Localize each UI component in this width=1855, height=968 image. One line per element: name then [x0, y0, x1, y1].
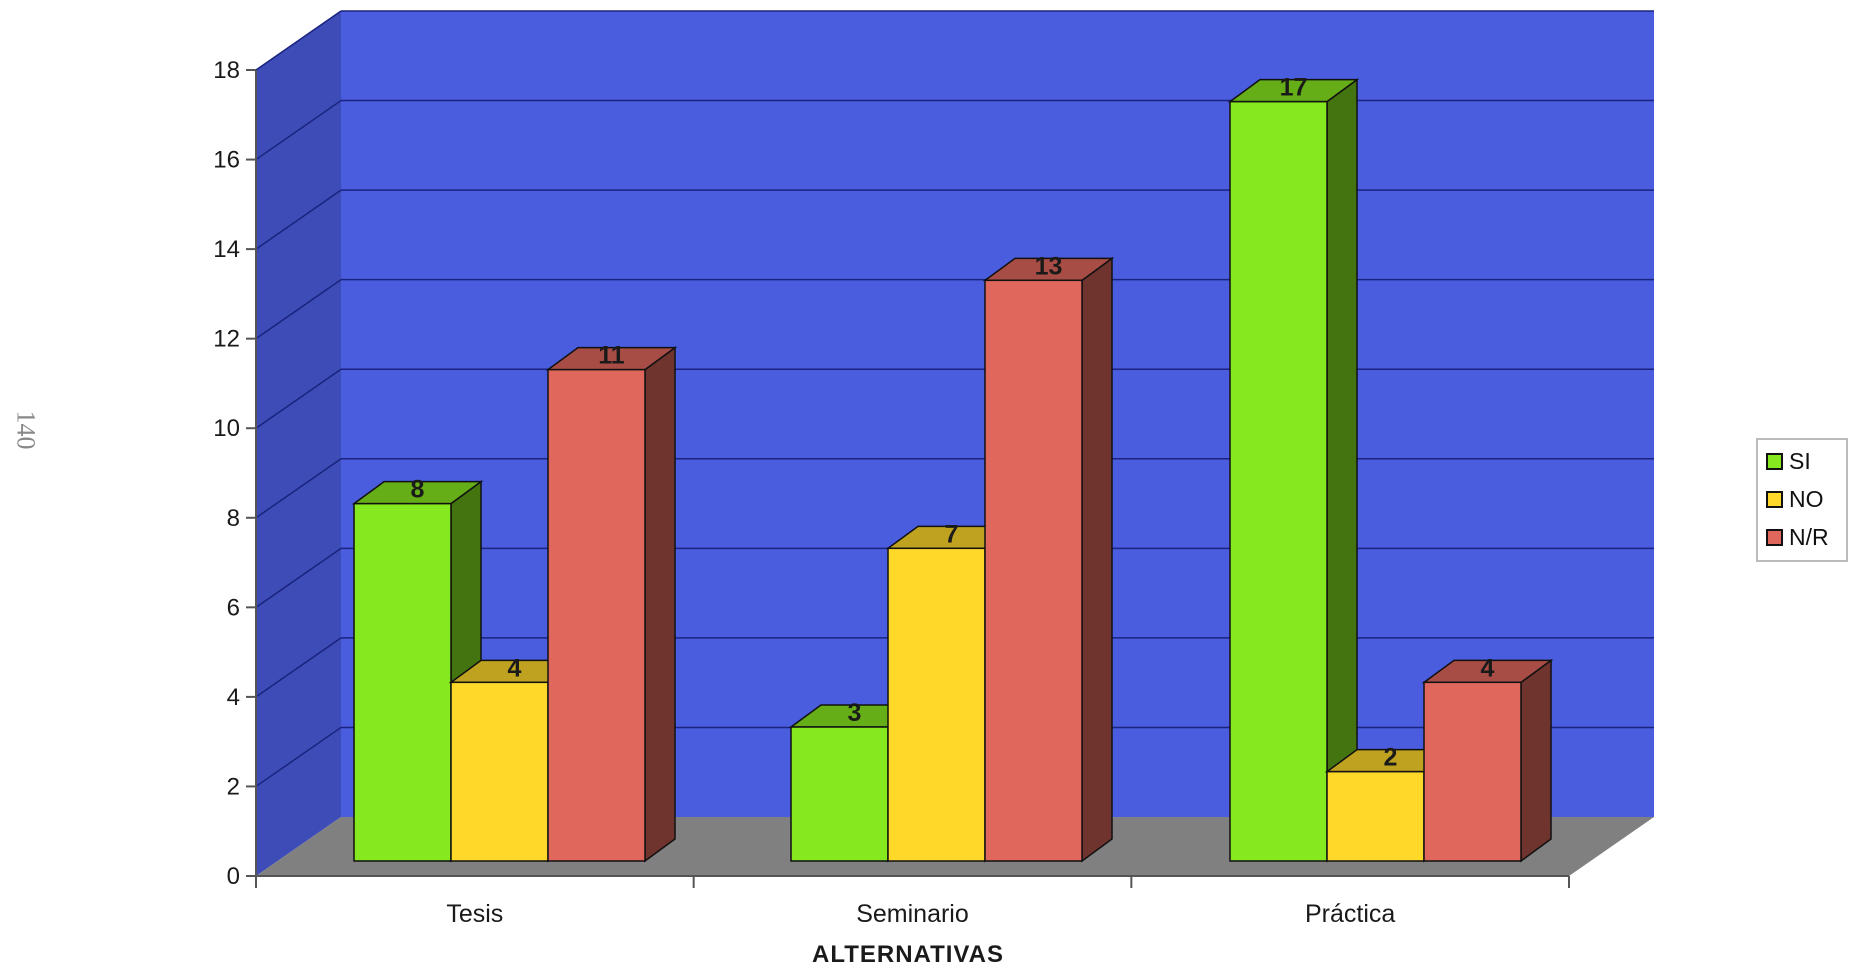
bar-front	[887, 547, 986, 862]
gridline-side	[255, 547, 342, 608]
gridline-side	[255, 279, 342, 340]
legend-swatch-si	[1766, 452, 1783, 470]
x-tick-label: Práctica	[1305, 900, 1395, 928]
bar-front	[790, 726, 889, 862]
y-tick-label: 2	[227, 773, 240, 800]
gridline-side	[255, 99, 342, 161]
x-tick-label: Tesis	[446, 900, 503, 928]
legend-item-no: NO	[1766, 484, 1824, 514]
data-label: 3	[848, 699, 862, 727]
gridline-side	[255, 726, 342, 788]
bar-front	[450, 681, 549, 862]
bar-front	[984, 279, 1083, 862]
x-tick-label: Seminario	[856, 900, 969, 928]
x-axis-title: ALTERNATIVAS	[812, 941, 1004, 968]
legend-label-si: SI	[1789, 447, 1811, 474]
bar-si-2	[1227, 78, 1360, 863]
bar-front	[1423, 681, 1522, 862]
y-tick-label: 4	[227, 684, 240, 711]
y-tick-label: 16	[213, 147, 240, 174]
bar-front	[353, 502, 452, 862]
side-wall	[256, 11, 341, 876]
legend-item-nr: N/R	[1766, 522, 1829, 552]
gridline-side	[255, 189, 342, 250]
axes: 0 2 4 6 8 10 12 14 16 18 Tesis Seminario Práctica	[213, 57, 1570, 928]
y-tick-label: 0	[227, 863, 240, 890]
bar-side	[1081, 256, 1113, 863]
bar-side	[1326, 78, 1358, 863]
bar-nr-1	[982, 256, 1115, 863]
gridline-side	[255, 458, 342, 519]
bar-front	[1326, 770, 1425, 862]
bar-nr-0	[545, 346, 678, 863]
data-label: 2	[1384, 744, 1398, 772]
data-label: 4	[508, 654, 522, 682]
gridline-side	[255, 10, 342, 71]
bar-front	[1229, 100, 1328, 862]
legend-swatch-nr	[1766, 528, 1783, 546]
y-tick-label: 10	[213, 415, 240, 442]
legend-label-no: NO	[1789, 485, 1824, 512]
gridline-side	[255, 637, 342, 698]
data-label: 8	[411, 476, 425, 504]
y-tick-label: 6	[227, 594, 240, 621]
bar-side	[1520, 658, 1552, 863]
data-label: 13	[1035, 252, 1063, 280]
y-tick-label: 18	[213, 57, 240, 84]
y-tick-label: 14	[213, 236, 240, 263]
data-label: 17	[1280, 74, 1308, 102]
data-label: 7	[945, 520, 959, 548]
data-labels: 8 4 11 3 7 13 17 2 4	[411, 74, 1495, 772]
bar-front	[547, 368, 646, 862]
data-label: 4	[1481, 654, 1495, 682]
bars	[351, 78, 1554, 863]
bar-nr-2	[1421, 658, 1554, 863]
gridline-side	[255, 368, 342, 429]
legend-label-nr: N/R	[1789, 523, 1829, 550]
y-tick-label: 8	[227, 505, 240, 532]
legend-item-si: SI	[1766, 446, 1811, 476]
y-tick-label: 12	[213, 326, 240, 353]
bar-side	[644, 346, 676, 863]
data-label: 11	[598, 342, 625, 370]
legend-swatch-no	[1766, 490, 1783, 508]
legend: SI NO N/R	[1756, 438, 1848, 562]
